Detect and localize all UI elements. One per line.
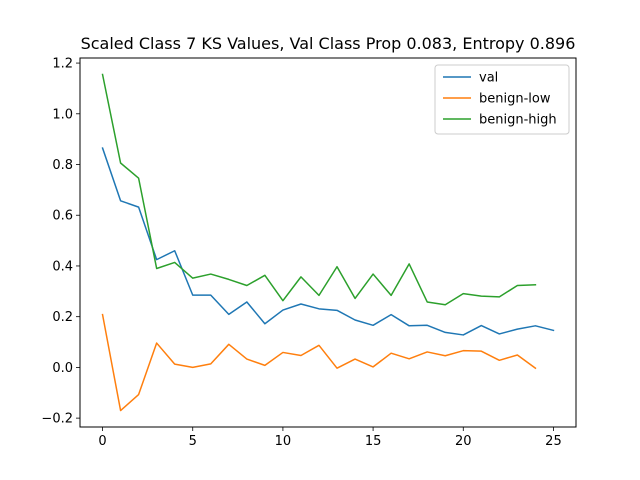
legend-box (434, 64, 570, 135)
legend-label-benign-high: benign-high (479, 113, 557, 128)
y-tick-label: −0.2 (41, 412, 73, 427)
series-line-benign-low (101, 313, 537, 412)
chart-title: Scaled Class 7 KS Values, Val Class Prop… (81, 34, 576, 53)
legend-label-val: val (479, 71, 498, 86)
series-line-val (101, 147, 555, 336)
x-tick-label: 10 (275, 434, 292, 449)
legend-label-benign-low: benign-low (479, 92, 551, 107)
legend: val benign-low benign-high (434, 64, 570, 135)
y-tick-label: 0.8 (52, 158, 73, 173)
plot-lines (101, 73, 555, 412)
x-tick-label: 15 (365, 434, 382, 449)
x-tick-label: 0 (98, 434, 106, 449)
x-axis: 0 5 10 15 20 25 (98, 427, 562, 449)
y-tick-label: 0.4 (52, 259, 73, 274)
y-tick-label: 1.0 (52, 107, 73, 122)
y-axis: −0.2 0.0 0.2 0.4 0.6 0.8 1.0 1.2 (41, 57, 80, 427)
x-tick-label: 20 (455, 434, 472, 449)
series-line-benign-high (101, 73, 537, 306)
y-tick-label: 1.2 (52, 57, 73, 72)
plot-frame (79, 57, 577, 428)
x-tick-label: 25 (545, 434, 562, 449)
x-tick-label: 5 (189, 434, 197, 449)
y-tick-label: 0.2 (52, 310, 73, 325)
y-tick-label: 0.0 (52, 361, 73, 376)
y-tick-label: 0.6 (52, 209, 73, 224)
